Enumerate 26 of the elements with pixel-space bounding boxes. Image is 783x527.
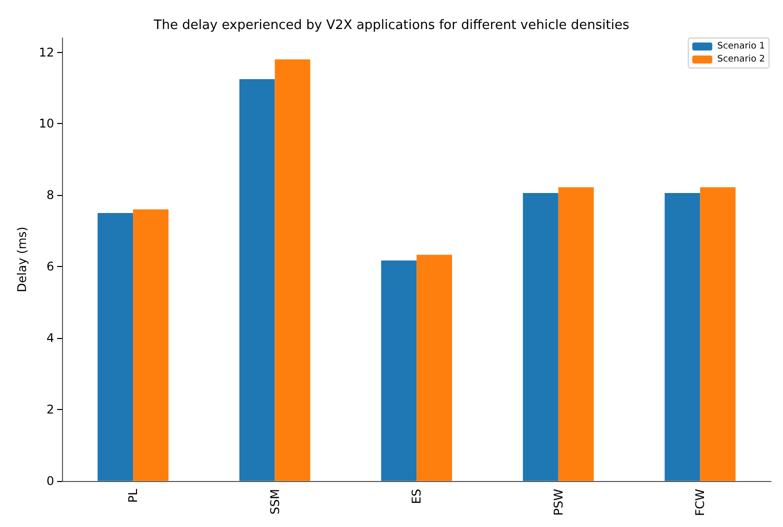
y-tick-label: 10: [38, 116, 54, 131]
y-axis-title: Delay (ms): [15, 226, 29, 292]
y-tick-label: 4: [46, 330, 54, 345]
y-tick-label: 8: [46, 188, 54, 202]
y-tick-label: 0: [46, 474, 54, 488]
bar: [274, 59, 310, 481]
bar: [133, 209, 168, 481]
bar: [416, 254, 452, 481]
legend-label: Scenario 2: [717, 54, 766, 64]
x-tick-label: FCW: [693, 488, 708, 516]
x-tick-label: ES: [410, 488, 424, 504]
x-tick-label: SSM: [268, 488, 282, 514]
legend-label: Scenario 1: [717, 42, 766, 52]
bar: [664, 193, 700, 481]
y-tick-label: 6: [46, 260, 54, 274]
bar: [522, 193, 558, 481]
bar: [558, 187, 594, 481]
bar: [381, 260, 417, 481]
bar: [98, 213, 134, 481]
y-tick-label: 2: [46, 402, 54, 416]
x-tick-label: PL: [126, 488, 140, 503]
bar: [700, 187, 736, 481]
chart-title: The delay experienced by V2X applications for different vehicle densities: [152, 18, 630, 33]
x-tick-label: PSW: [551, 488, 566, 516]
bar: [239, 79, 275, 481]
y-tick-label: 12: [38, 45, 54, 60]
